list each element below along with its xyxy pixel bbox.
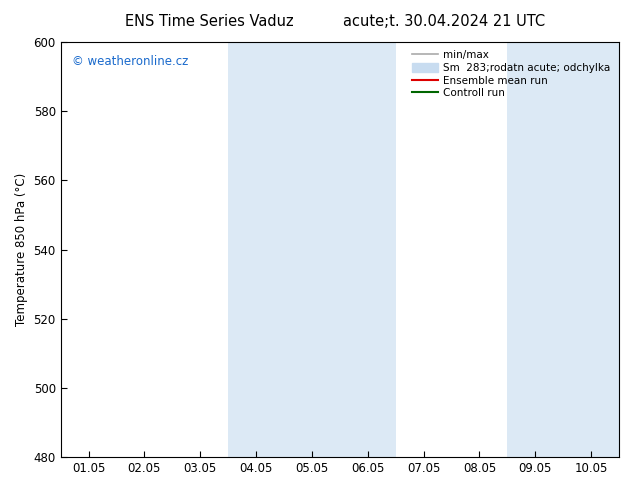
Text: acute;t. 30.04.2024 21 UTC: acute;t. 30.04.2024 21 UTC <box>343 14 545 29</box>
Y-axis label: Temperature 850 hPa (°C): Temperature 850 hPa (°C) <box>15 173 28 326</box>
Text: © weatheronline.cz: © weatheronline.cz <box>72 54 188 68</box>
Bar <box>228 42 396 457</box>
Text: ENS Time Series Vaduz: ENS Time Series Vaduz <box>125 14 294 29</box>
Legend: min/max, Sm  283;rodatn acute; odchylka, Ensemble mean run, Controll run: min/max, Sm 283;rodatn acute; odchylka, … <box>408 46 615 102</box>
Bar <box>507 42 619 457</box>
